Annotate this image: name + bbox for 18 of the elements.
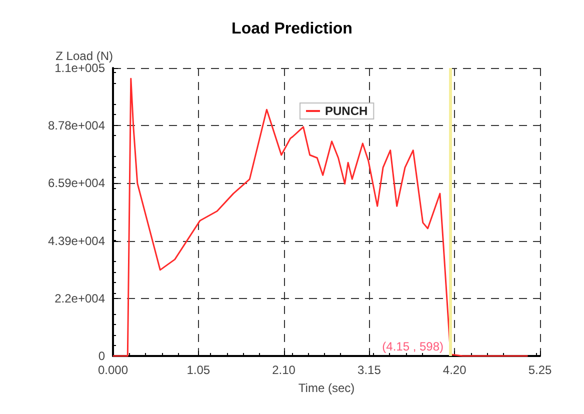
legend-label: PUNCH [325, 104, 368, 118]
annotation: (4.15 , 598) [382, 339, 444, 354]
x-axis-title: Time (sec) [298, 381, 355, 395]
y-tick-label: 6.59e+004 [48, 176, 106, 190]
y-tick-label: 4.39e+004 [48, 234, 106, 248]
x-tick-label: 1.05 [186, 363, 210, 377]
y-tick-label: 8.78e+004 [48, 118, 106, 133]
y-axis-title: Z Load (N) [56, 49, 113, 63]
x-tick-label: 2.10 [272, 363, 296, 377]
y-tick-label: 2.2e+004 [54, 291, 106, 306]
x-tick-label: 0.000 [98, 363, 128, 377]
line-series [112, 78, 529, 357]
x-tick-label: 5.25 [528, 363, 552, 377]
x-tick-label: 3.15 [358, 363, 382, 377]
y-tick-label: 0 [98, 349, 106, 363]
x-tick-label: 4.20 [442, 363, 467, 377]
y-tick-label: 1.1e+005 [54, 61, 106, 75]
chart-title: Load Prediction [232, 20, 352, 38]
